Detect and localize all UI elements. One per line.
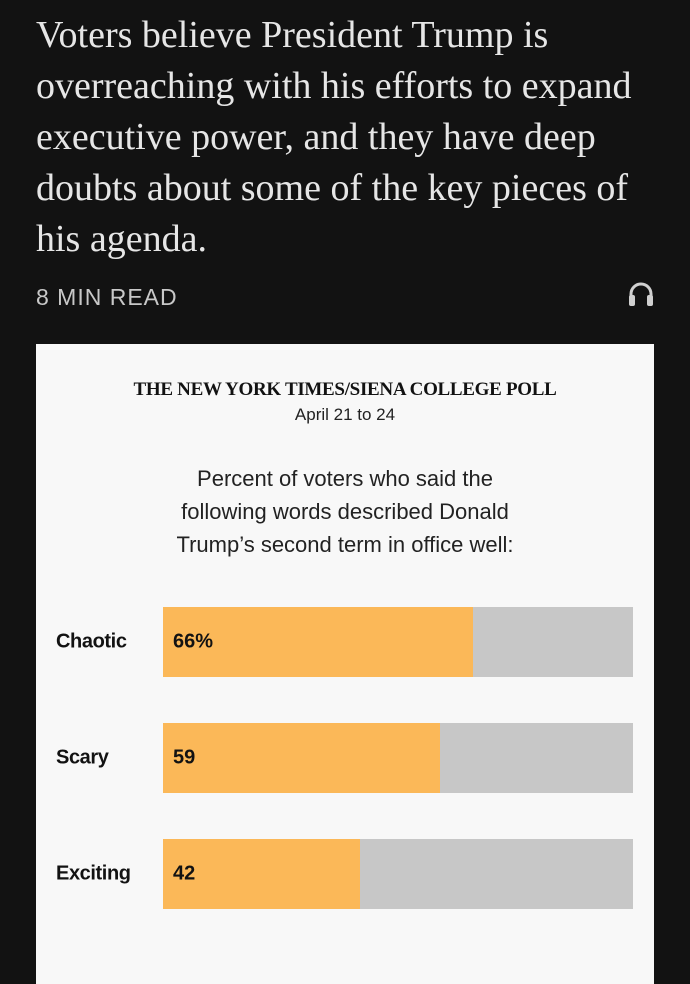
read-time: 8 MIN READ — [36, 284, 178, 310]
bar-category-label: Scary — [56, 746, 109, 769]
bar-row-chaotic: Chaotic 66% — [36, 607, 654, 677]
bar-row-scary: Scary 59 — [36, 723, 654, 793]
poll-chart-card: THE NEW YORK TIMES/SIENA COLLEGE POLL Ap… — [36, 344, 654, 984]
bar-fill — [163, 723, 441, 793]
bar-value-label: 42 — [173, 862, 196, 885]
poll-title: THE NEW YORK TIMES/SIENA COLLEGE POLL — [133, 379, 557, 400]
bar-value-label: 66% — [173, 630, 214, 653]
bar-row-exciting: Exciting 42 — [36, 839, 654, 909]
poll-question: Percent of voters who said the following… — [176, 466, 514, 557]
bar-category-label: Chaotic — [56, 630, 127, 653]
bar-value-label: 59 — [173, 746, 196, 769]
poll-dates: April 21 to 24 — [294, 405, 396, 424]
bar-fill — [163, 607, 474, 677]
bar-track: 66% — [163, 607, 633, 677]
headphones-icon[interactable] — [627, 280, 655, 308]
article-summary: Voters believe President Trump is overre… — [36, 14, 632, 260]
bar-track: 42 — [163, 839, 633, 909]
bar-track: 59 — [163, 723, 633, 793]
bar-category-label: Exciting — [56, 862, 131, 885]
bar-fill — [163, 839, 361, 909]
